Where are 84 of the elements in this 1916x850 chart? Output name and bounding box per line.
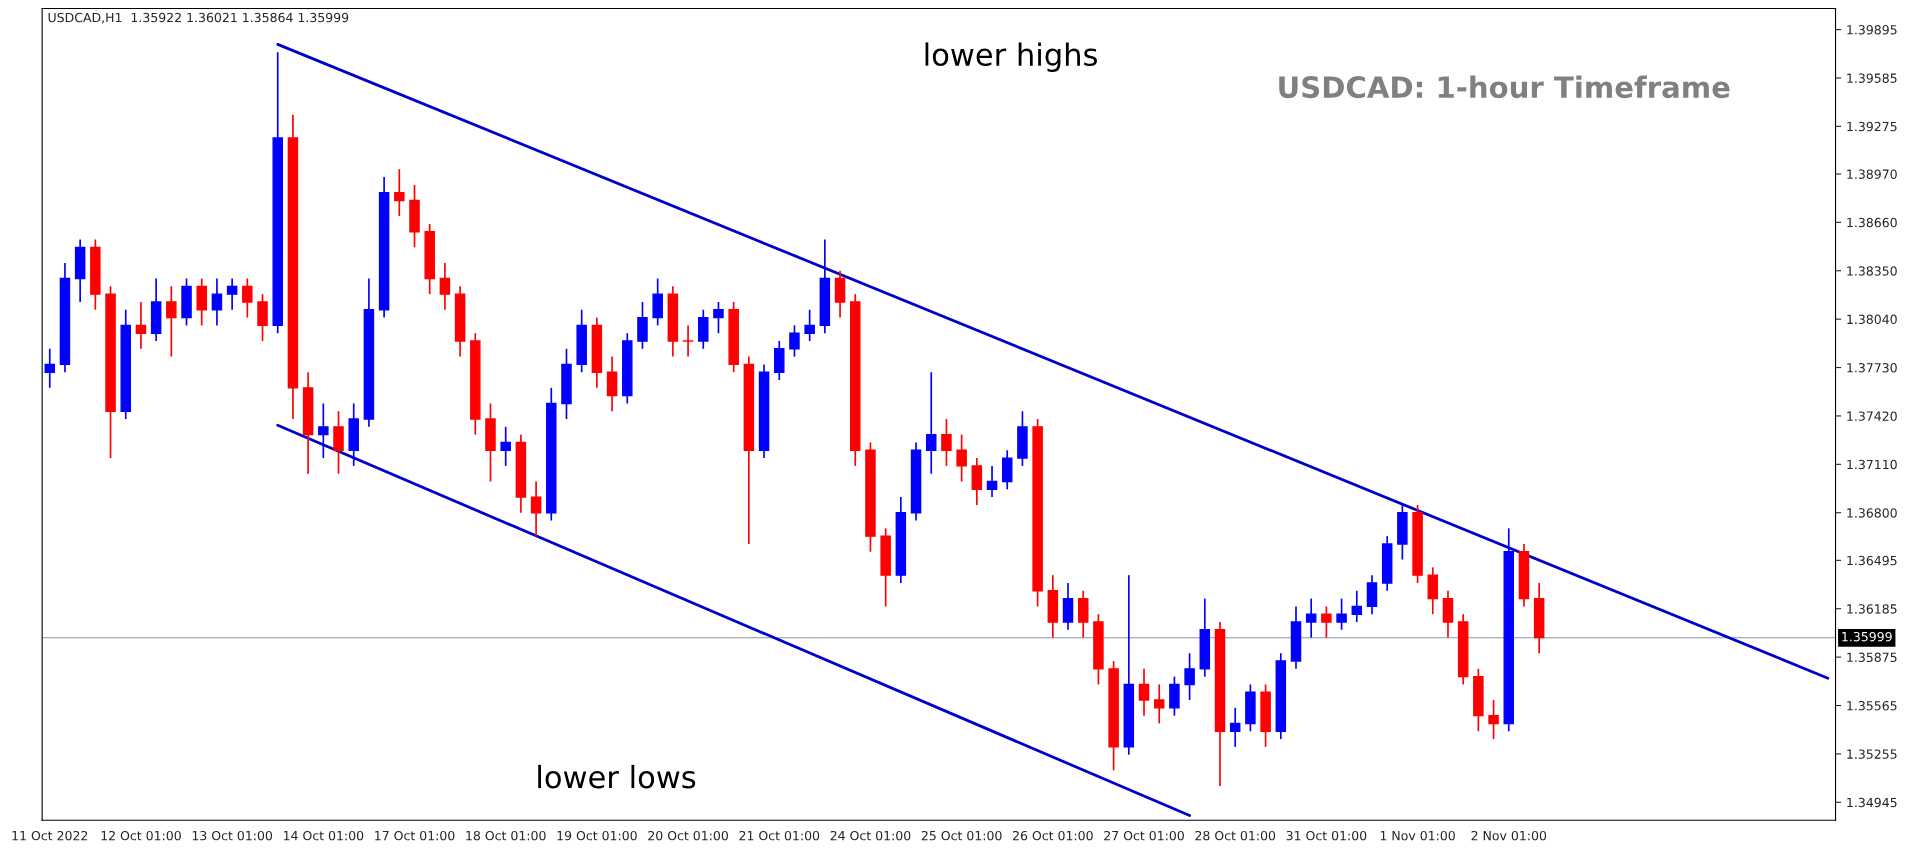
candlestick [394,168,405,217]
x-tick-label: 19 Oct 01:00 [557,830,637,841]
annotation: USDCAD: 1-hour Timeframe [1279,75,1730,99]
candlestick [1351,589,1363,623]
y-tick-label: 1.39895 [1847,25,1897,35]
candlestick [774,340,785,381]
candlestick [530,480,542,537]
x-tick-label: 14 Oct 01:00 [283,830,364,841]
candlestick [941,418,952,467]
y-tick-label: 1.37110 [1847,459,1897,470]
annotation: lower highs [925,42,1097,72]
x-tick-label: 2 Nov 01:00 [1471,830,1547,841]
x-tick-label: 28 Oct 01:00 [1195,830,1276,841]
candlestick [1001,449,1013,491]
candlestick [1321,605,1332,639]
x-tick-label: 21 Oct 01:00 [739,830,820,841]
y-tick-label: 1.34945 [1847,797,1897,808]
candlestick [318,402,329,459]
candlestick [500,426,511,467]
candlestick [971,457,983,506]
y-tick-label: 1.36800 [1847,508,1897,518]
x-tick-label: 11 Oct 2022 [12,830,88,841]
candlestick [1427,566,1439,616]
candlestick [44,347,56,389]
candlestick [606,355,618,413]
candlestick [834,269,846,319]
x-tick-label: 17 Oct 01:00 [375,830,455,841]
candlestick [226,277,238,311]
candlestick [1138,667,1150,717]
x-tick-label: 25 Oct 01:00 [921,830,1002,841]
x-tick-label: 24 Oct 01:00 [830,830,911,841]
candlestick [333,410,344,475]
candlestick [1442,589,1454,639]
x-tick-label: 20 Oct 01:00 [648,830,728,841]
y-tick-label: 1.39275 [1847,121,1897,132]
y-tick-label: 1.37730 [1847,363,1897,373]
y-tick-label: 1.35565 [1847,700,1897,711]
candlestick [196,277,207,327]
candlestick [1488,699,1499,740]
x-tick-label: 27 Oct 01:00 [1104,830,1184,841]
candlestick [1169,675,1180,717]
candlestick [682,324,694,358]
annotation: lower lows [538,764,696,789]
y-tick-label: 1.39585 [1847,73,1897,83]
x-tick-label: 18 Oct 01:00 [466,830,546,841]
candlestick [986,465,998,498]
candlestick [652,277,663,327]
y-tick-label: 1.38660 [1847,217,1897,228]
x-tick-label: 13 Oct 01:00 [192,830,273,841]
x-tick-label: 1 Nov 01:00 [1380,830,1455,841]
y-tick-label: 1.35255 [1847,749,1897,759]
y-tick-label: 1.38040 [1847,314,1897,325]
x-tick-label: 12 Oct 01:00 [101,830,181,841]
candlestick [698,308,709,350]
candlestick [242,277,253,319]
y-tick-label: 1.37420 [1847,411,1897,421]
candlestick [713,301,724,335]
x-tick-label: 31 Oct 01:00 [1286,830,1367,841]
candlestick [211,277,223,327]
chart-title: USDCAD,H1 1.35922 1.36021 1.35864 1.35999 [48,12,349,24]
candlestick [166,285,177,358]
y-tick-label: 1.38970 [1847,169,1897,179]
candlestick [1229,707,1241,748]
y-tick-label: 1.35875 [1847,652,1897,663]
candlestick [1366,574,1378,616]
candlestick [1062,582,1074,631]
y-tick-label: 1.36495 [1847,555,1897,566]
candlestick [1184,652,1195,701]
ref-line-label: 1.35999 [1842,631,1892,642]
x-tick-label: 26 Oct 01:00 [1013,830,1093,841]
candlestick [135,301,147,350]
candlestick [257,293,268,342]
candlestick [789,324,800,358]
y-tick-label: 1.36185 [1847,604,1897,614]
candlestick [1077,589,1089,639]
candlestick [439,262,451,311]
candlestick [956,433,967,483]
candlestick [637,301,648,350]
y-tick-label: 1.38350 [1847,266,1897,276]
candlestick [925,371,937,475]
candlestick [1153,683,1165,725]
candlestick [1336,597,1347,631]
candlestick [1305,597,1317,639]
candlestick [804,308,815,342]
